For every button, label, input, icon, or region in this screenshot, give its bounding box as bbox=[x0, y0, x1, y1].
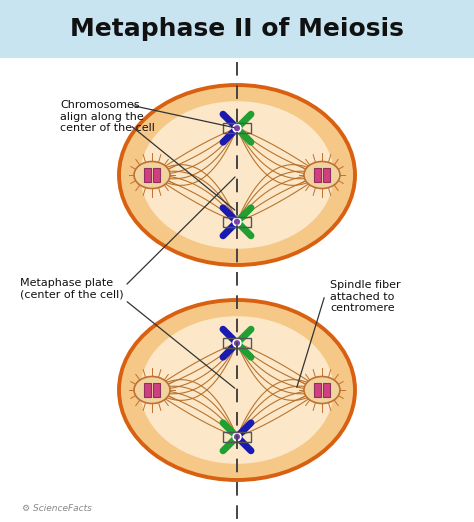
Bar bbox=[223, 217, 251, 227]
Bar bbox=[323, 383, 330, 397]
Bar bbox=[153, 383, 160, 397]
Ellipse shape bbox=[140, 316, 334, 464]
Ellipse shape bbox=[304, 376, 340, 404]
Circle shape bbox=[233, 339, 241, 347]
Bar bbox=[144, 168, 151, 182]
Ellipse shape bbox=[304, 161, 340, 188]
Bar bbox=[153, 168, 160, 182]
Circle shape bbox=[233, 218, 241, 226]
Text: ⚙ ScienceFacts: ⚙ ScienceFacts bbox=[22, 504, 92, 513]
Bar bbox=[314, 383, 321, 397]
Text: Chromosomes
align along the
center of the cell: Chromosomes align along the center of th… bbox=[60, 100, 155, 133]
Circle shape bbox=[233, 124, 241, 132]
Bar bbox=[223, 123, 251, 133]
Bar bbox=[223, 338, 251, 348]
Text: Spindle fiber
attached to
centromere: Spindle fiber attached to centromere bbox=[330, 280, 401, 313]
Ellipse shape bbox=[134, 161, 170, 188]
Text: Metaphase plate
(center of the cell): Metaphase plate (center of the cell) bbox=[20, 278, 124, 300]
Bar bbox=[314, 168, 321, 182]
Ellipse shape bbox=[119, 300, 355, 480]
Text: Metaphase II of Meiosis: Metaphase II of Meiosis bbox=[70, 17, 404, 41]
Ellipse shape bbox=[119, 85, 355, 265]
Ellipse shape bbox=[134, 376, 170, 404]
Bar bbox=[0, 0, 474, 58]
Bar bbox=[323, 168, 330, 182]
Bar bbox=[223, 432, 251, 442]
Ellipse shape bbox=[140, 101, 334, 249]
Bar bbox=[144, 383, 151, 397]
Circle shape bbox=[233, 433, 241, 441]
